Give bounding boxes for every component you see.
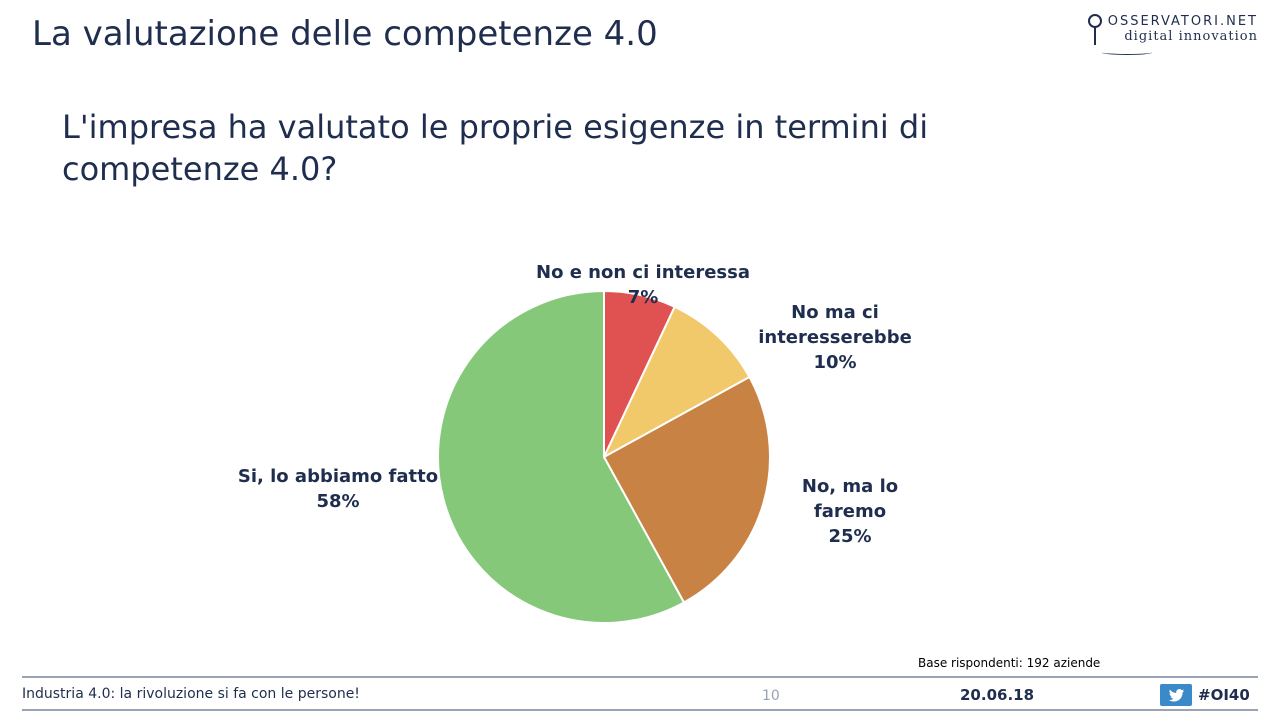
logo-text-top: OSSERVATORI.NET: [1107, 14, 1258, 29]
pie-label-1: No e non ci interessa 7%: [536, 262, 750, 308]
pie-value-2: 10%: [813, 352, 856, 373]
footer-text: Industria 4.0: la rivoluzione si fa con …: [22, 686, 360, 702]
slide-title: La valutazione delle competenze 4.0: [32, 14, 658, 54]
pie-slices: [437, 289, 771, 624]
pie-slice-2: [601, 305, 751, 460]
footer-divider-top: [22, 676, 1258, 678]
footer-divider-bottom: [22, 709, 1258, 711]
pie-label-4: Si, lo abbiamo fatto 58%: [238, 466, 438, 512]
pie-value-4: 58%: [316, 491, 359, 512]
twitter-icon: [1160, 684, 1192, 706]
pie-slice-3: [602, 375, 771, 604]
logo-key-icon: [1088, 14, 1102, 45]
osservatori-logo: OSSERVATORI.NET digital innovation: [1088, 14, 1258, 55]
pie-labels: No e non ci interessa 7%No ma ci interesse…: [238, 262, 912, 547]
pie-slice-4: [437, 289, 686, 624]
logo-text-bottom: digital innovation: [1124, 29, 1258, 44]
page-number: 10: [762, 688, 780, 704]
hashtag: #OI40: [1198, 686, 1250, 704]
pie-label-2: No ma ci interesserebbe 10%: [758, 302, 912, 373]
base-note: Base rispondenti: 192 aziende: [918, 656, 1101, 670]
pie-value-3: 25%: [828, 526, 871, 547]
logo-swoosh: [1102, 50, 1152, 55]
pie-label-3: No, ma lo faremo 25%: [802, 476, 898, 547]
question-title: L'impresa ha valutato le proprie esigenz…: [62, 108, 929, 188]
footer-date: 20.06.18: [960, 686, 1035, 704]
pie-value-1: 7%: [628, 287, 659, 308]
